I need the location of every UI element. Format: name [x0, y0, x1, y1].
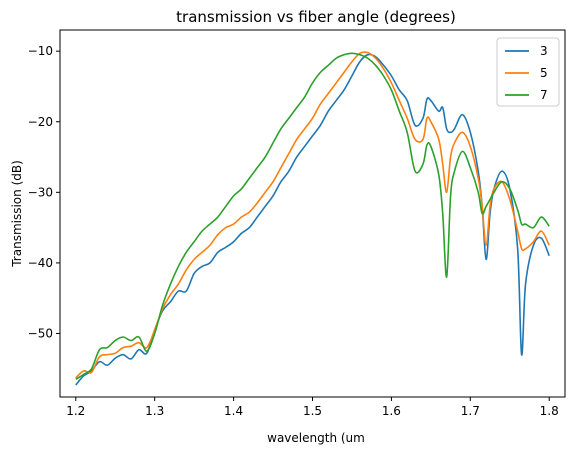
y-tick-label: −10 — [28, 44, 53, 58]
series-line-7 — [75, 52, 550, 381]
y-tick-label: −20 — [28, 115, 53, 129]
x-tick-label: 1.8 — [540, 404, 559, 418]
legend: 3 5 7 — [496, 37, 560, 107]
series-line-3 — [75, 53, 550, 386]
legend-label: 7 — [540, 88, 548, 102]
x-tick-label: 1.5 — [303, 404, 322, 418]
y-axis: −10 −20 −30 −40 −50 — [28, 44, 60, 340]
x-axis: 1.2 1.3 1.4 1.5 1.6 1.7 1.8 — [66, 397, 559, 418]
series-line-5 — [75, 51, 550, 379]
x-axis-label: wavelength (um — [267, 431, 365, 445]
x-tick-label: 1.3 — [145, 404, 164, 418]
x-tick-label: 1.7 — [461, 404, 480, 418]
chart-title: transmission vs fiber angle (degrees) — [176, 8, 456, 26]
legend-label: 3 — [540, 44, 548, 58]
y-tick-label: −30 — [28, 185, 53, 199]
legend-label: 5 — [540, 66, 548, 80]
plot-series — [75, 51, 550, 386]
x-tick-label: 1.4 — [224, 404, 243, 418]
x-tick-label: 1.2 — [66, 404, 85, 418]
y-tick-label: −50 — [28, 326, 53, 340]
y-axis-label: Transmission (dB) — [10, 160, 24, 268]
legend-box — [496, 37, 560, 107]
x-tick-label: 1.6 — [382, 404, 401, 418]
y-tick-label: −40 — [28, 256, 53, 270]
